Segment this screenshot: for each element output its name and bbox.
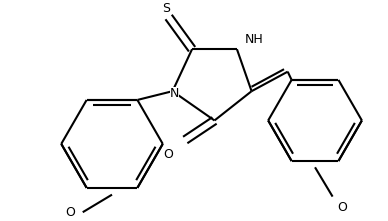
Text: O: O [338,202,347,214]
Text: O: O [164,148,173,161]
Text: N: N [170,87,179,100]
Text: O: O [65,206,75,219]
Text: NH: NH [245,33,263,46]
Text: S: S [162,2,170,15]
